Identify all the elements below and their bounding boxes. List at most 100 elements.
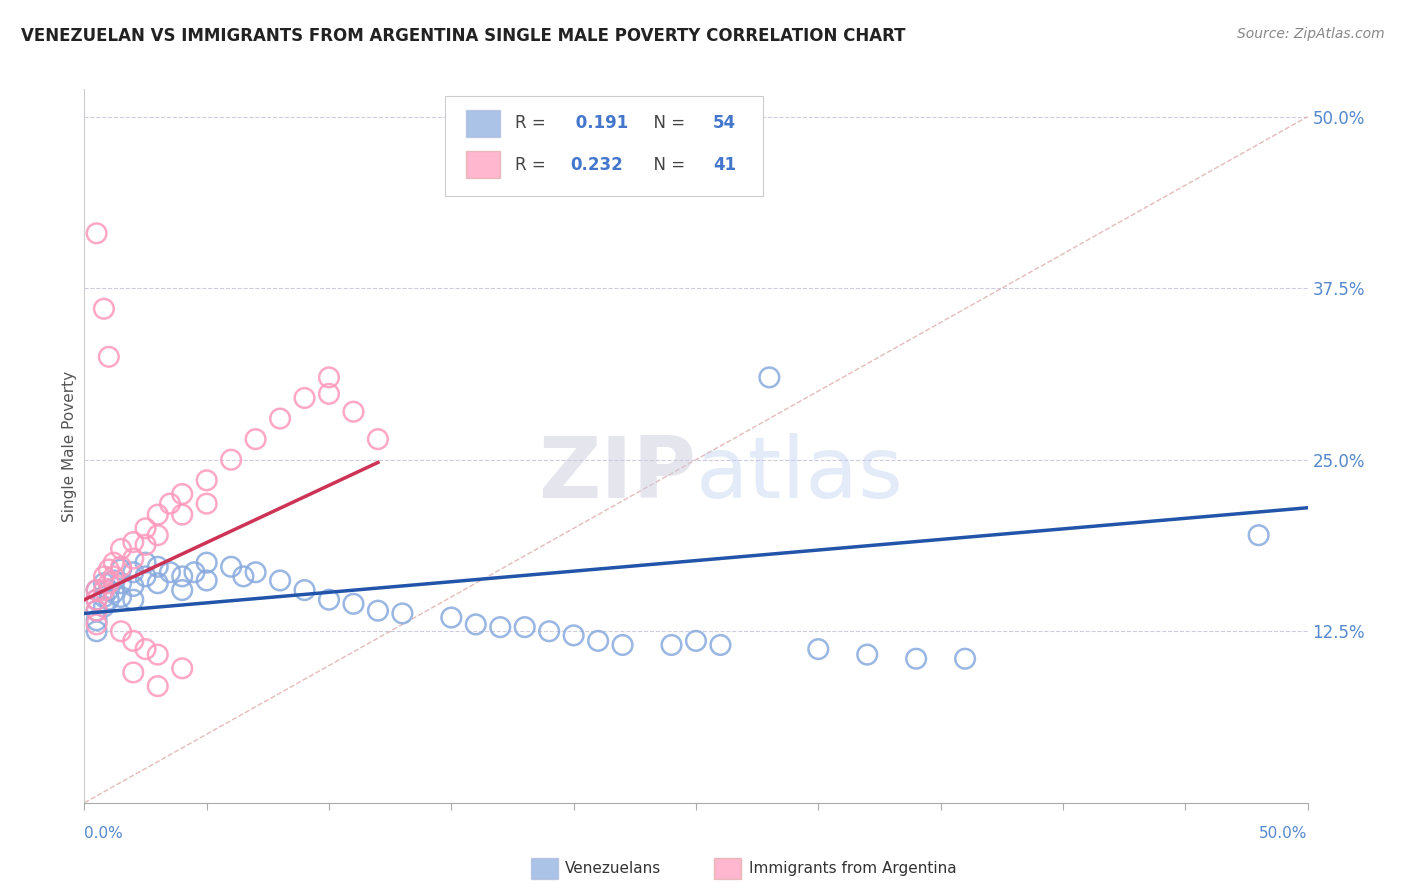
- FancyBboxPatch shape: [465, 152, 501, 178]
- Text: Source: ZipAtlas.com: Source: ZipAtlas.com: [1237, 27, 1385, 41]
- Text: 41: 41: [713, 156, 737, 174]
- Point: [183, 566, 205, 580]
- Point: [146, 648, 169, 662]
- Point: [110, 562, 132, 576]
- Point: [93, 569, 115, 583]
- Text: R =: R =: [515, 114, 551, 132]
- Point: [110, 541, 132, 556]
- Point: [97, 592, 120, 607]
- Point: [245, 432, 267, 446]
- Text: N =: N =: [644, 156, 690, 174]
- Text: N =: N =: [644, 114, 690, 132]
- Point: [97, 350, 120, 364]
- Point: [905, 651, 928, 665]
- Point: [86, 592, 108, 607]
- Point: [172, 487, 194, 501]
- Point: [122, 592, 145, 607]
- Point: [146, 528, 169, 542]
- Point: [758, 370, 780, 384]
- Point: [318, 592, 340, 607]
- Point: [195, 556, 218, 570]
- Point: [110, 559, 132, 574]
- Point: [135, 556, 157, 570]
- Point: [685, 633, 707, 648]
- Point: [195, 574, 218, 588]
- Point: [122, 551, 145, 566]
- Point: [318, 370, 340, 384]
- Point: [367, 604, 389, 618]
- Point: [110, 590, 132, 604]
- Point: [159, 497, 181, 511]
- Point: [586, 633, 609, 648]
- Point: [122, 579, 145, 593]
- Point: [86, 604, 108, 618]
- Point: [294, 583, 316, 598]
- Point: [135, 642, 157, 657]
- Text: 54: 54: [713, 114, 737, 132]
- Point: [367, 432, 389, 446]
- Text: VENEZUELAN VS IMMIGRANTS FROM ARGENTINA SINGLE MALE POVERTY CORRELATION CHART: VENEZUELAN VS IMMIGRANTS FROM ARGENTINA …: [21, 27, 905, 45]
- Point: [97, 576, 120, 591]
- Point: [86, 613, 108, 627]
- Point: [294, 391, 316, 405]
- Point: [86, 227, 108, 241]
- FancyBboxPatch shape: [531, 858, 558, 880]
- Point: [122, 633, 145, 648]
- Point: [103, 556, 125, 570]
- Point: [122, 665, 145, 680]
- Point: [93, 576, 115, 591]
- Text: ZIP: ZIP: [538, 433, 696, 516]
- Point: [269, 411, 291, 425]
- Point: [103, 569, 125, 583]
- Point: [135, 521, 157, 535]
- Point: [562, 628, 585, 642]
- Point: [86, 592, 108, 607]
- Text: Immigrants from Argentina: Immigrants from Argentina: [748, 861, 956, 876]
- Text: 50.0%: 50.0%: [1260, 827, 1308, 841]
- Point: [219, 452, 242, 467]
- Point: [269, 574, 291, 588]
- Point: [110, 576, 132, 591]
- Point: [93, 301, 115, 316]
- Point: [97, 562, 120, 576]
- Point: [86, 624, 108, 639]
- Point: [122, 535, 145, 549]
- FancyBboxPatch shape: [446, 96, 763, 196]
- Point: [219, 559, 242, 574]
- Text: 0.191: 0.191: [569, 114, 628, 132]
- Point: [538, 624, 561, 639]
- Point: [103, 574, 125, 588]
- Point: [464, 617, 486, 632]
- Point: [146, 576, 169, 591]
- Point: [245, 566, 267, 580]
- Point: [440, 610, 463, 624]
- Point: [513, 620, 536, 634]
- Point: [146, 559, 169, 574]
- Point: [110, 624, 132, 639]
- Point: [856, 648, 879, 662]
- Point: [195, 497, 218, 511]
- Text: Venezuelans: Venezuelans: [565, 861, 661, 876]
- Y-axis label: Single Male Poverty: Single Male Poverty: [62, 370, 77, 522]
- Point: [97, 583, 120, 598]
- Point: [103, 586, 125, 600]
- Point: [709, 638, 731, 652]
- Point: [86, 617, 108, 632]
- Point: [342, 597, 364, 611]
- Point: [93, 599, 115, 614]
- Point: [93, 583, 115, 598]
- Text: R =: R =: [515, 156, 551, 174]
- Point: [172, 508, 194, 522]
- Point: [146, 679, 169, 693]
- Point: [489, 620, 512, 634]
- Point: [318, 387, 340, 401]
- Point: [86, 604, 108, 618]
- Point: [1247, 528, 1270, 542]
- Point: [661, 638, 683, 652]
- Point: [122, 566, 145, 580]
- Point: [391, 607, 413, 621]
- Point: [135, 569, 157, 583]
- Text: 0.0%: 0.0%: [84, 827, 124, 841]
- Point: [172, 661, 194, 675]
- Point: [135, 538, 157, 552]
